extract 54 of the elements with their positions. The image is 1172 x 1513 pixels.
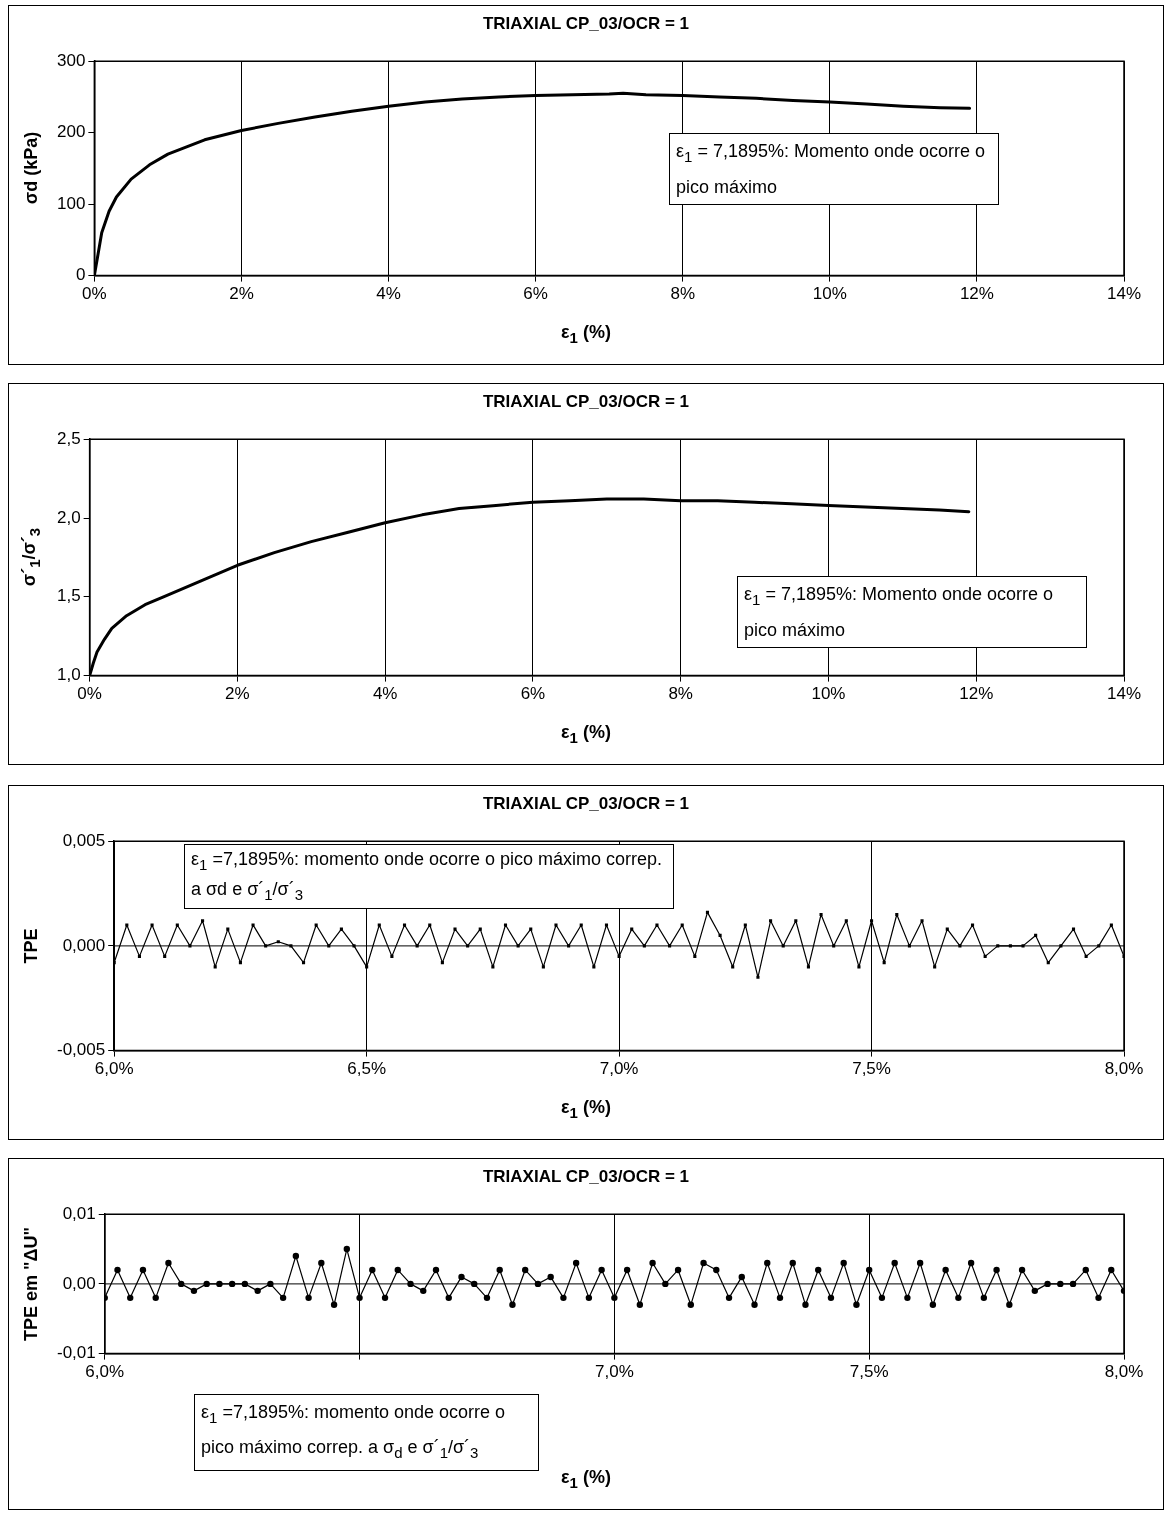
y-tick-label: -0,005 — [57, 1040, 106, 1060]
x-tick-label: 4% — [376, 284, 401, 304]
annotation: ε$_{1}$ = 7,1895%: Momento onde ocorre o pico máximo — [737, 576, 1087, 648]
x-tick-label: 6% — [523, 284, 548, 304]
x-tick-label: 4% — [372, 684, 398, 704]
x-tick-label: 6% — [520, 684, 546, 704]
y-tick-label: 1,5 — [56, 586, 81, 606]
y-tick-label: 0,005 — [62, 830, 106, 850]
y-tick-label: 0 — [75, 265, 86, 285]
y-axis-title: σd (kPa) — [20, 132, 42, 205]
y-tick-label: 100 — [56, 193, 86, 213]
y-axis-title: TPE em "ΔU" — [20, 1226, 42, 1341]
x-axis-title: ε$_{1}$ (%) — [560, 1467, 612, 1491]
chart-title: TRIAXIAL CP_03/OCR = 1 — [481, 392, 691, 412]
x-tick-label: 8% — [668, 684, 693, 704]
x-tick-label: 12% — [959, 684, 994, 704]
text: ε$_{1}$ =7,1895%: momento onde ocorre o pico máximo correp. a σ$_{d}$ e σ´$_{1}$/σ´$_{3}$ — [201, 1401, 506, 1461]
x-tick-label: 0% — [77, 684, 102, 704]
x-tick-label: 7,0% — [595, 1362, 634, 1382]
x-tick-label: 6,0% — [94, 1059, 134, 1079]
x-tick-label: 8% — [670, 284, 696, 304]
x-tick-label: 0% — [82, 284, 107, 304]
y-tick-label: 1,0 — [56, 665, 81, 685]
x-tick-label: 7,0% — [599, 1059, 639, 1079]
x-tick-label: 7,5% — [852, 1059, 891, 1079]
annotation: ε$_{1}$ =7,1895%: momento onde ocorre o pico máximo correp. a σd e σ´$_{1}$/σ´$_{3}$ — [184, 844, 674, 910]
x-tick-label: 2% — [229, 284, 254, 304]
x-tick-label: 10% — [811, 684, 846, 704]
x-tick-label: 8,0% — [1104, 1059, 1144, 1079]
chart-title: TRIAXIAL CP_03/OCR = 1 — [481, 794, 691, 814]
y-tick-label: 300 — [56, 50, 86, 70]
chart-title: TRIAXIAL CP_03/OCR = 1 — [481, 14, 691, 34]
chart-title: TRIAXIAL CP_03/OCR = 1 — [481, 1167, 691, 1187]
y-tick-label: 0,000 — [62, 935, 106, 955]
x-tick-label: 12% — [959, 284, 994, 304]
x-tick-label: 8,0% — [1104, 1362, 1144, 1382]
x-axis-title: ε$_{1}$ (%) — [560, 322, 612, 346]
y-tick-label: 200 — [56, 122, 86, 142]
y-tick-label: 2,0 — [56, 507, 81, 527]
x-tick-label: 2% — [225, 684, 250, 704]
y-axis-title: TPE — [20, 928, 42, 964]
x-tick-label: 14% — [1106, 684, 1142, 704]
y-tick-label: 2,5 — [56, 428, 81, 448]
annotation: ε$_{1}$ = 7,1895%: Momento onde ocorre o pico máximo — [669, 133, 999, 205]
x-axis-title: ε$_{1}$ (%) — [560, 1097, 612, 1121]
y-tick-label: -0,01 — [57, 1343, 96, 1363]
y-tick-label: 0,01 — [62, 1203, 96, 1223]
x-tick-label: 6,5% — [347, 1059, 387, 1079]
x-tick-label: 7,5% — [849, 1362, 889, 1382]
y-tick-label: 0,00 — [62, 1273, 96, 1293]
x-tick-label: 14% — [1106, 284, 1142, 304]
x-tick-label: 6,0% — [85, 1362, 125, 1382]
x-tick-label: 10% — [812, 284, 847, 304]
x-axis-title: ε$_{1}$ (%) — [560, 722, 612, 746]
